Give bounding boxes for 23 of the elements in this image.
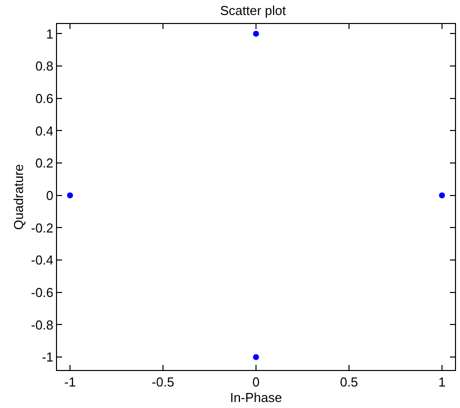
y-tick-label: 0.2 [35, 156, 54, 171]
y-tick-label: 0.4 [35, 123, 54, 138]
y-tick-label: 0 [46, 188, 54, 203]
y-tick-label: 1 [46, 26, 54, 42]
x-tick-label: 0 [252, 374, 260, 390]
y-tick-label: 0.6 [35, 90, 54, 106]
chart-title: Scatter plot [220, 3, 286, 18]
point [253, 30, 259, 37]
x-tick-label: -0.5 [152, 374, 174, 390]
point [67, 192, 74, 198]
y-tick-label: 0.8 [35, 58, 54, 74]
x-axis-title: In-Phase [230, 390, 282, 406]
x-tick-label: 0.5 [340, 374, 358, 390]
y-tick-label: -1 [42, 350, 54, 365]
y-tick-label: -0.4 [30, 252, 54, 268]
y-tick-label: -0.6 [30, 284, 54, 300]
x-tick-label: -1 [64, 374, 76, 390]
y-tick-label: -0.8 [30, 317, 54, 332]
y-axis-title: Quadrature [10, 164, 26, 230]
y-tick-label: -0.2 [30, 220, 54, 236]
x-tick-label: 1 [438, 374, 446, 390]
point [253, 354, 259, 360]
point [438, 192, 445, 198]
